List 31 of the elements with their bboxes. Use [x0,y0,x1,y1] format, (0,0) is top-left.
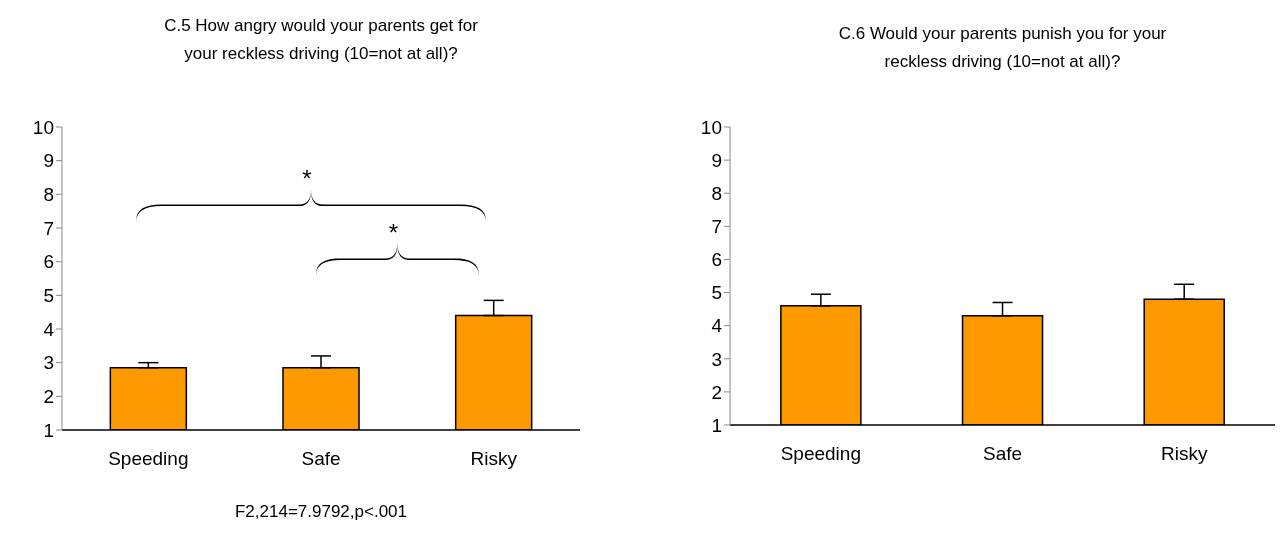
y-tick-label: 8 [43,184,54,206]
y-tick-label: 1 [711,414,722,436]
x-tick-label: Risky [470,448,518,470]
annotation: * [388,218,399,246]
y-tick-label: 10 [700,116,722,138]
x-tick-label: Risky [1160,443,1208,465]
y-tick-label: 8 [711,182,722,204]
y-tick-label: 4 [711,315,723,337]
text: F2,214=7.9792,p<.001 [233,502,408,522]
y-tick-label: 4 [43,318,55,340]
y-tick-label: 5 [711,282,722,304]
annotation: * [302,164,312,192]
y-tick-label: 9 [711,149,722,171]
x-tick-label: Speeding [108,448,189,470]
chart-title: C.5 How angry would your parents get for your reckless driving (10=not at all)? [163,15,479,65]
y-tick-label: 5 [43,285,54,307]
x-tick-label: Safe [301,448,341,470]
y-tick-label: 9 [43,150,54,172]
y-tick-label: 7 [43,217,54,239]
y-tick-label: 2 [711,381,722,403]
y-tick-label: 7 [711,216,722,238]
y-tick-label: 1 [43,419,54,441]
y-tick-label: 2 [43,386,54,408]
x-tick-label: Speeding [780,443,861,465]
y-tick-label: 3 [43,352,54,374]
y-tick-label: 6 [711,249,722,271]
y-tick-label: 3 [711,348,722,370]
y-tick-label: 6 [43,251,54,273]
x-tick-label: Safe [982,443,1023,465]
y-tick-label: 10 [32,116,54,138]
chart-title: C.6 Would your parents punish you for your reckless driving (10=not at all)? [837,23,1168,73]
